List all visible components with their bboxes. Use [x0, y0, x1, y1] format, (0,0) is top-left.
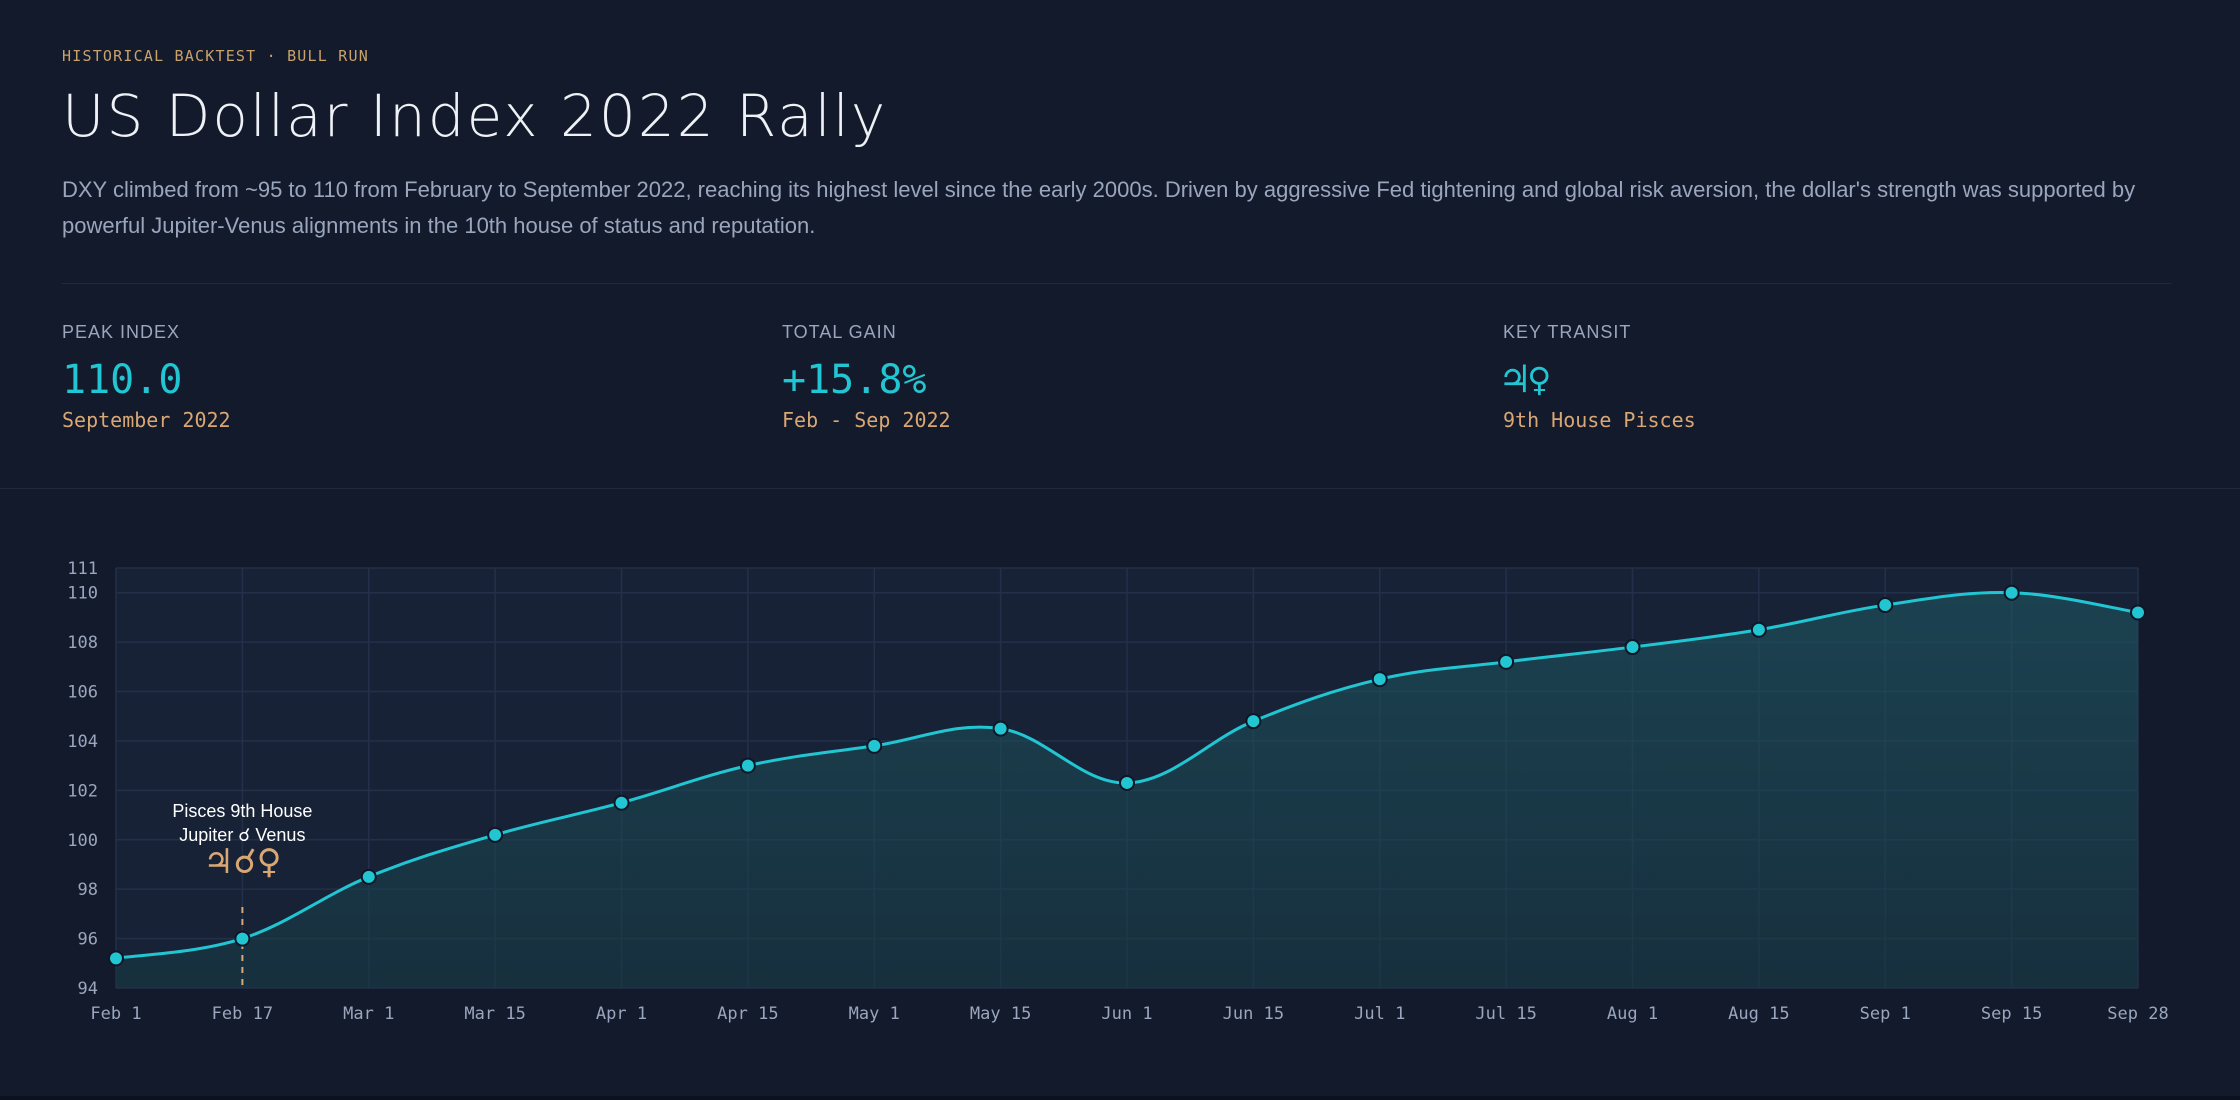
stat-total-gain: TOTAL GAIN +15.8% Feb - Sep 2022 — [782, 322, 1382, 432]
stat-label: KEY TRANSIT — [1503, 322, 1632, 342]
stat-sub: 9th House Pisces — [1503, 408, 1696, 432]
x-tick-label: May 15 — [970, 1004, 1031, 1024]
stat-value: 110.0 — [62, 357, 183, 403]
stat-key-transit: KEY TRANSIT ♃♀ 9th House Pisces — [1503, 322, 2103, 432]
x-tick-label: May 1 — [849, 1004, 900, 1024]
stat-value: ♃♀ — [1503, 357, 1552, 403]
stat-peak-index: PEAK INDEX 110.0 September 2022 — [62, 322, 662, 432]
x-tick-label: Mar 15 — [464, 1004, 525, 1024]
data-point — [739, 757, 756, 774]
y-tick-label: 108 — [67, 633, 98, 653]
data-point — [992, 720, 1009, 737]
x-tick-label: Aug 15 — [1728, 1004, 1789, 1024]
x-tick-label: Mar 1 — [343, 1004, 394, 1024]
page-title: US Dollar Index 2022 Rally — [62, 82, 888, 150]
data-points — [108, 584, 2146, 967]
y-tick-label: 102 — [67, 781, 98, 801]
data-point — [1371, 671, 1388, 688]
stat-label: TOTAL GAIN — [782, 322, 897, 342]
y-tick-label: 106 — [67, 683, 98, 703]
x-tick-label: Jul 1 — [1354, 1004, 1405, 1024]
x-tick-label: Sep 15 — [1981, 1004, 2042, 1024]
transit-annotation: Pisces 9th House Jupiter ☌ Venus♃☌♀ — [172, 801, 312, 988]
eyebrow-label: HISTORICAL BACKTEST · BULL RUN — [62, 47, 369, 65]
y-tick-label: 104 — [67, 732, 98, 752]
y-tick-label: 98 — [78, 880, 98, 900]
data-point — [108, 950, 124, 967]
y-tick-label: 100 — [67, 831, 98, 851]
stat-label: PEAK INDEX — [62, 322, 181, 342]
y-tick-label: 96 — [78, 930, 98, 950]
annotation-line1: Pisces 9th House — [172, 801, 312, 821]
data-point — [360, 868, 377, 885]
x-tick-label: Apr 15 — [717, 1004, 778, 1024]
x-tick-label: Feb 1 — [90, 1004, 141, 1024]
data-point — [1624, 639, 1641, 656]
data-point — [1750, 621, 1767, 638]
annotation-glyph: ♃☌♀ — [203, 842, 281, 882]
x-tick-label: Feb 17 — [212, 1004, 273, 1024]
data-point — [1119, 774, 1135, 791]
data-point — [1498, 653, 1515, 670]
x-tick-label: Sep 28 — [2107, 1004, 2168, 1024]
y-tick-label: 110 — [67, 584, 98, 604]
x-tick-label: Jun 15 — [1223, 1004, 1284, 1024]
description: DXY climbed from ~95 to 110 from Februar… — [62, 177, 2136, 238]
y-tick-label: 94 — [78, 979, 98, 999]
data-point — [2130, 604, 2146, 621]
annotation-line2: Jupiter ☌ Venus — [179, 825, 305, 845]
data-point — [866, 737, 883, 754]
data-point — [613, 794, 630, 811]
x-axis: Feb 1 Feb 17 Mar 1 Mar 15 Apr 1 Apr 15 May 1 Ma… — [90, 1004, 2168, 1024]
data-point — [234, 930, 251, 947]
stat-sub: September 2022 — [62, 408, 231, 432]
x-tick-label: Aug 1 — [1607, 1004, 1658, 1024]
data-point — [1877, 597, 1894, 614]
y-axis: 94 96 98 100 102 104 106 108 110 111 — [67, 559, 98, 999]
x-tick-label: Jun 1 — [1101, 1004, 1152, 1024]
stat-value: +15.8% — [782, 357, 927, 403]
stat-sub: Feb - Sep 2022 — [782, 408, 951, 432]
data-point — [2003, 584, 2020, 601]
footer-edge — [0, 1096, 2240, 1100]
divider — [0, 488, 2240, 489]
y-tick-label: 111 — [67, 559, 98, 579]
divider — [62, 283, 2172, 284]
data-point — [1245, 713, 1262, 730]
x-tick-label: Sep 1 — [1860, 1004, 1911, 1024]
x-tick-label: Apr 1 — [596, 1004, 647, 1024]
x-tick-label: Jul 15 — [1475, 1004, 1536, 1024]
data-point — [487, 826, 504, 843]
